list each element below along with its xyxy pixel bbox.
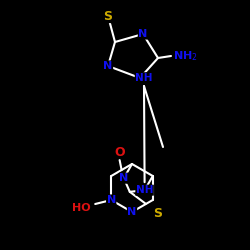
Text: S: S — [153, 207, 162, 220]
Text: S: S — [104, 10, 112, 22]
Text: O: O — [114, 146, 125, 158]
Text: N: N — [138, 29, 147, 39]
Text: NH: NH — [136, 185, 153, 195]
Text: HO: HO — [72, 203, 90, 213]
Text: N: N — [128, 207, 136, 217]
Text: N: N — [104, 61, 112, 71]
Text: N: N — [140, 73, 148, 83]
Text: NH$_2$: NH$_2$ — [173, 49, 197, 63]
Text: N: N — [119, 173, 128, 183]
Text: NH: NH — [135, 73, 153, 83]
Text: N: N — [106, 195, 116, 205]
